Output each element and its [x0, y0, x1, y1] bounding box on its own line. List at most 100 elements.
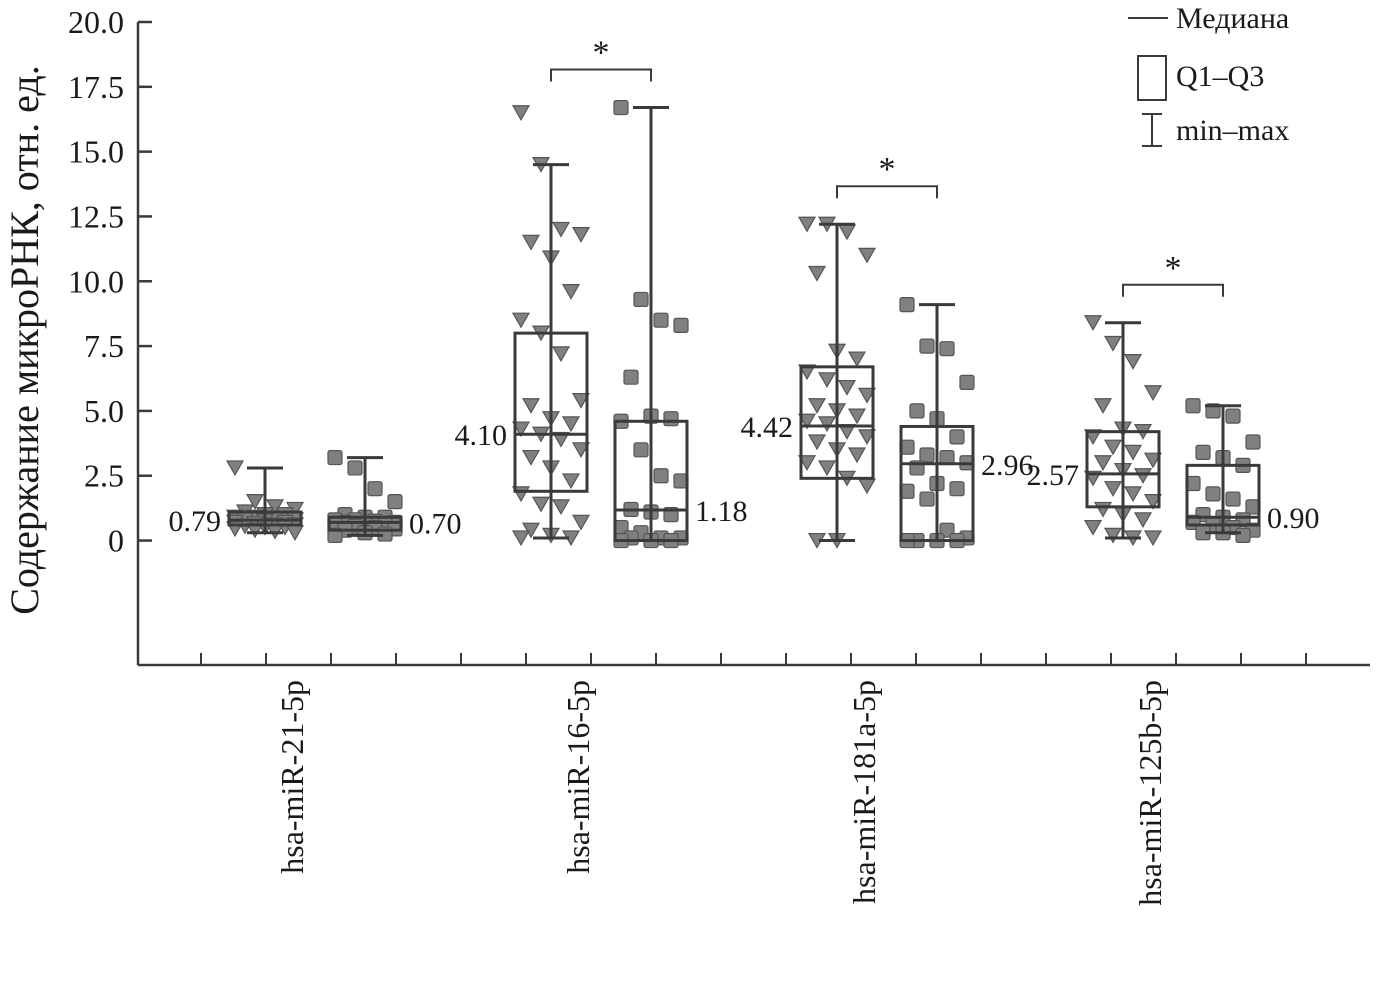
point — [1143, 494, 1163, 510]
point — [521, 449, 541, 466]
point — [857, 387, 877, 404]
point — [387, 494, 403, 510]
point — [797, 364, 817, 381]
point — [531, 496, 551, 513]
point — [1093, 398, 1113, 414]
point — [633, 442, 649, 458]
y-tick-label: 0 — [108, 523, 124, 559]
legend-label: min–max — [1176, 114, 1289, 147]
point — [571, 442, 591, 459]
point — [1143, 530, 1163, 547]
point — [949, 429, 965, 445]
box — [1085, 430, 1161, 509]
point — [797, 413, 817, 430]
point — [1083, 315, 1103, 331]
point — [807, 398, 827, 414]
point — [847, 351, 867, 368]
box — [613, 419, 689, 543]
box — [899, 424, 975, 543]
point — [511, 312, 531, 329]
point — [1123, 486, 1143, 503]
point — [511, 530, 531, 547]
point — [959, 374, 975, 390]
y-tick-label: 2.5 — [84, 458, 124, 494]
point — [1093, 501, 1113, 518]
y-tick-label: 5.0 — [84, 393, 124, 429]
point — [817, 460, 837, 477]
point — [225, 460, 245, 477]
point — [1143, 385, 1163, 401]
point — [817, 372, 837, 389]
point — [1205, 403, 1221, 419]
point — [571, 514, 591, 531]
point — [327, 527, 343, 543]
point — [521, 398, 541, 414]
point — [511, 421, 531, 438]
point — [551, 499, 571, 516]
box — [1185, 463, 1261, 527]
point — [919, 338, 935, 354]
point — [347, 460, 363, 476]
point — [327, 449, 343, 466]
point — [1103, 481, 1123, 497]
significance-bracket — [550, 68, 652, 82]
point — [1225, 408, 1241, 424]
legend: Медиана Q1–Q3 min–max — [1128, 2, 1289, 147]
point — [623, 369, 639, 385]
point — [857, 247, 877, 264]
point — [1123, 444, 1143, 461]
median-label: 2.96 — [981, 449, 1034, 482]
point — [949, 481, 965, 497]
point — [245, 522, 265, 539]
point — [1205, 486, 1221, 502]
point — [857, 429, 877, 446]
category-label: hsa-miR-21-5p — [274, 680, 310, 874]
point — [285, 525, 305, 541]
point — [847, 447, 867, 464]
median-label: 2.57 — [1027, 459, 1080, 492]
median-label: 4.10 — [455, 419, 508, 452]
point — [551, 431, 571, 448]
point — [1225, 491, 1241, 507]
point — [561, 416, 581, 433]
point — [571, 392, 591, 409]
point — [807, 265, 827, 282]
point — [899, 297, 915, 313]
point — [837, 379, 857, 396]
point — [551, 346, 571, 363]
y-axis-label: Содержание микроРНК, отн. ед. — [2, 65, 47, 615]
point — [633, 291, 649, 308]
point — [857, 478, 877, 495]
point — [521, 234, 541, 251]
point — [673, 317, 689, 333]
point — [797, 455, 817, 471]
point — [613, 99, 629, 116]
point — [1103, 527, 1123, 544]
significance-label: * — [1165, 250, 1182, 287]
significance-label: * — [593, 35, 610, 72]
point — [571, 227, 591, 243]
point — [265, 499, 285, 516]
median-label: 0.70 — [409, 507, 462, 540]
point — [797, 216, 817, 233]
y-tick-label: 10.0 — [68, 263, 124, 299]
median-label: 1.18 — [695, 495, 748, 528]
point — [653, 312, 669, 328]
point — [847, 408, 867, 425]
legend-label: Медиана — [1176, 2, 1289, 35]
point — [919, 447, 935, 463]
category-label: hsa-miR-125b-5p — [1132, 680, 1168, 906]
point — [1133, 468, 1153, 484]
point — [1245, 434, 1261, 450]
point — [919, 491, 935, 507]
y-tick-label: 20.0 — [68, 4, 124, 40]
point — [1235, 527, 1251, 543]
point — [909, 403, 925, 419]
category-label: hsa-miR-16-5p — [560, 680, 596, 874]
category-label: hsa-miR-181a-5p — [846, 680, 882, 904]
box — [227, 510, 303, 527]
median-label: 0.79 — [169, 505, 222, 538]
median-label: 4.42 — [741, 411, 794, 444]
point — [1103, 335, 1123, 352]
